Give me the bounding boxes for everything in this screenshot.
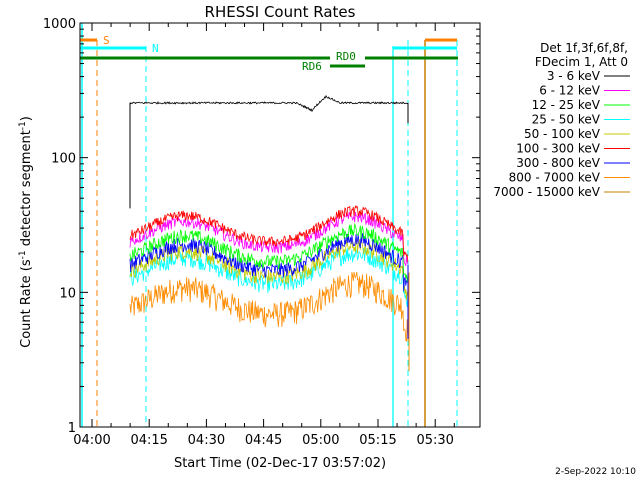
annotation-n: N: [152, 42, 159, 55]
legend-label-5: 100 - 300 keV: [516, 142, 600, 156]
x-tick-label: 05:00: [302, 433, 339, 448]
y-tick-label: 1000: [43, 17, 76, 32]
x-axis-label: Start Time (02-Dec-17 03:57:02): [174, 456, 386, 471]
x-tick-label: 04:45: [245, 433, 282, 448]
series-0-line: [129, 94, 409, 113]
legend-label-4: 50 - 100 keV: [524, 127, 601, 141]
annotation-rd0: RD0: [336, 50, 356, 63]
legend-label-6: 300 - 800 keV: [516, 156, 600, 170]
legend-label-7: 800 - 7000 keV: [509, 171, 601, 185]
x-tick-label: 05:15: [359, 433, 396, 448]
annotation-rd6: RD6: [302, 60, 322, 73]
legend-label-3: 25 - 50 keV: [532, 113, 601, 127]
series-1-line: [129, 211, 409, 267]
chart-title: RHESSI Count Rates: [205, 3, 356, 21]
legend-label-0: 3 - 6 keV: [547, 69, 601, 83]
legend-title-line-1: Det 1f,3f,6f,8f,: [540, 41, 628, 55]
footer-date: 2-Sep-2022 10:10: [555, 467, 636, 477]
y-tick-label: 1: [68, 421, 76, 436]
x-tick-label: 04:30: [188, 433, 225, 448]
x-tick-label: 04:00: [73, 433, 110, 448]
series-6-line: [129, 233, 409, 292]
annotation-s: S: [103, 34, 110, 47]
legend-label-8: 7000 - 15000 keV: [493, 185, 600, 199]
legend-label-1: 6 - 12 keV: [539, 84, 601, 98]
series-2-line: [129, 222, 409, 283]
series-7-line: [129, 271, 409, 342]
legend: Det 1f,3f,6f,8f, FDecim 1, Att 0 3 - 6 k…: [493, 41, 630, 199]
y-axis-label: Count Rate (s-1 detector segment-1): [18, 116, 34, 348]
y-tick-label: 10: [59, 286, 76, 301]
legend-title-line-2: FDecim 1, Att 0: [535, 55, 628, 69]
series-5-line: [129, 204, 409, 262]
legend-label-2: 12 - 25 keV: [532, 98, 601, 112]
plot-frame: [79, 22, 481, 428]
x-tick-label: 05:30: [416, 433, 453, 448]
x-tick-label: 04:15: [130, 433, 167, 448]
y-tick-label: 100: [51, 152, 76, 167]
